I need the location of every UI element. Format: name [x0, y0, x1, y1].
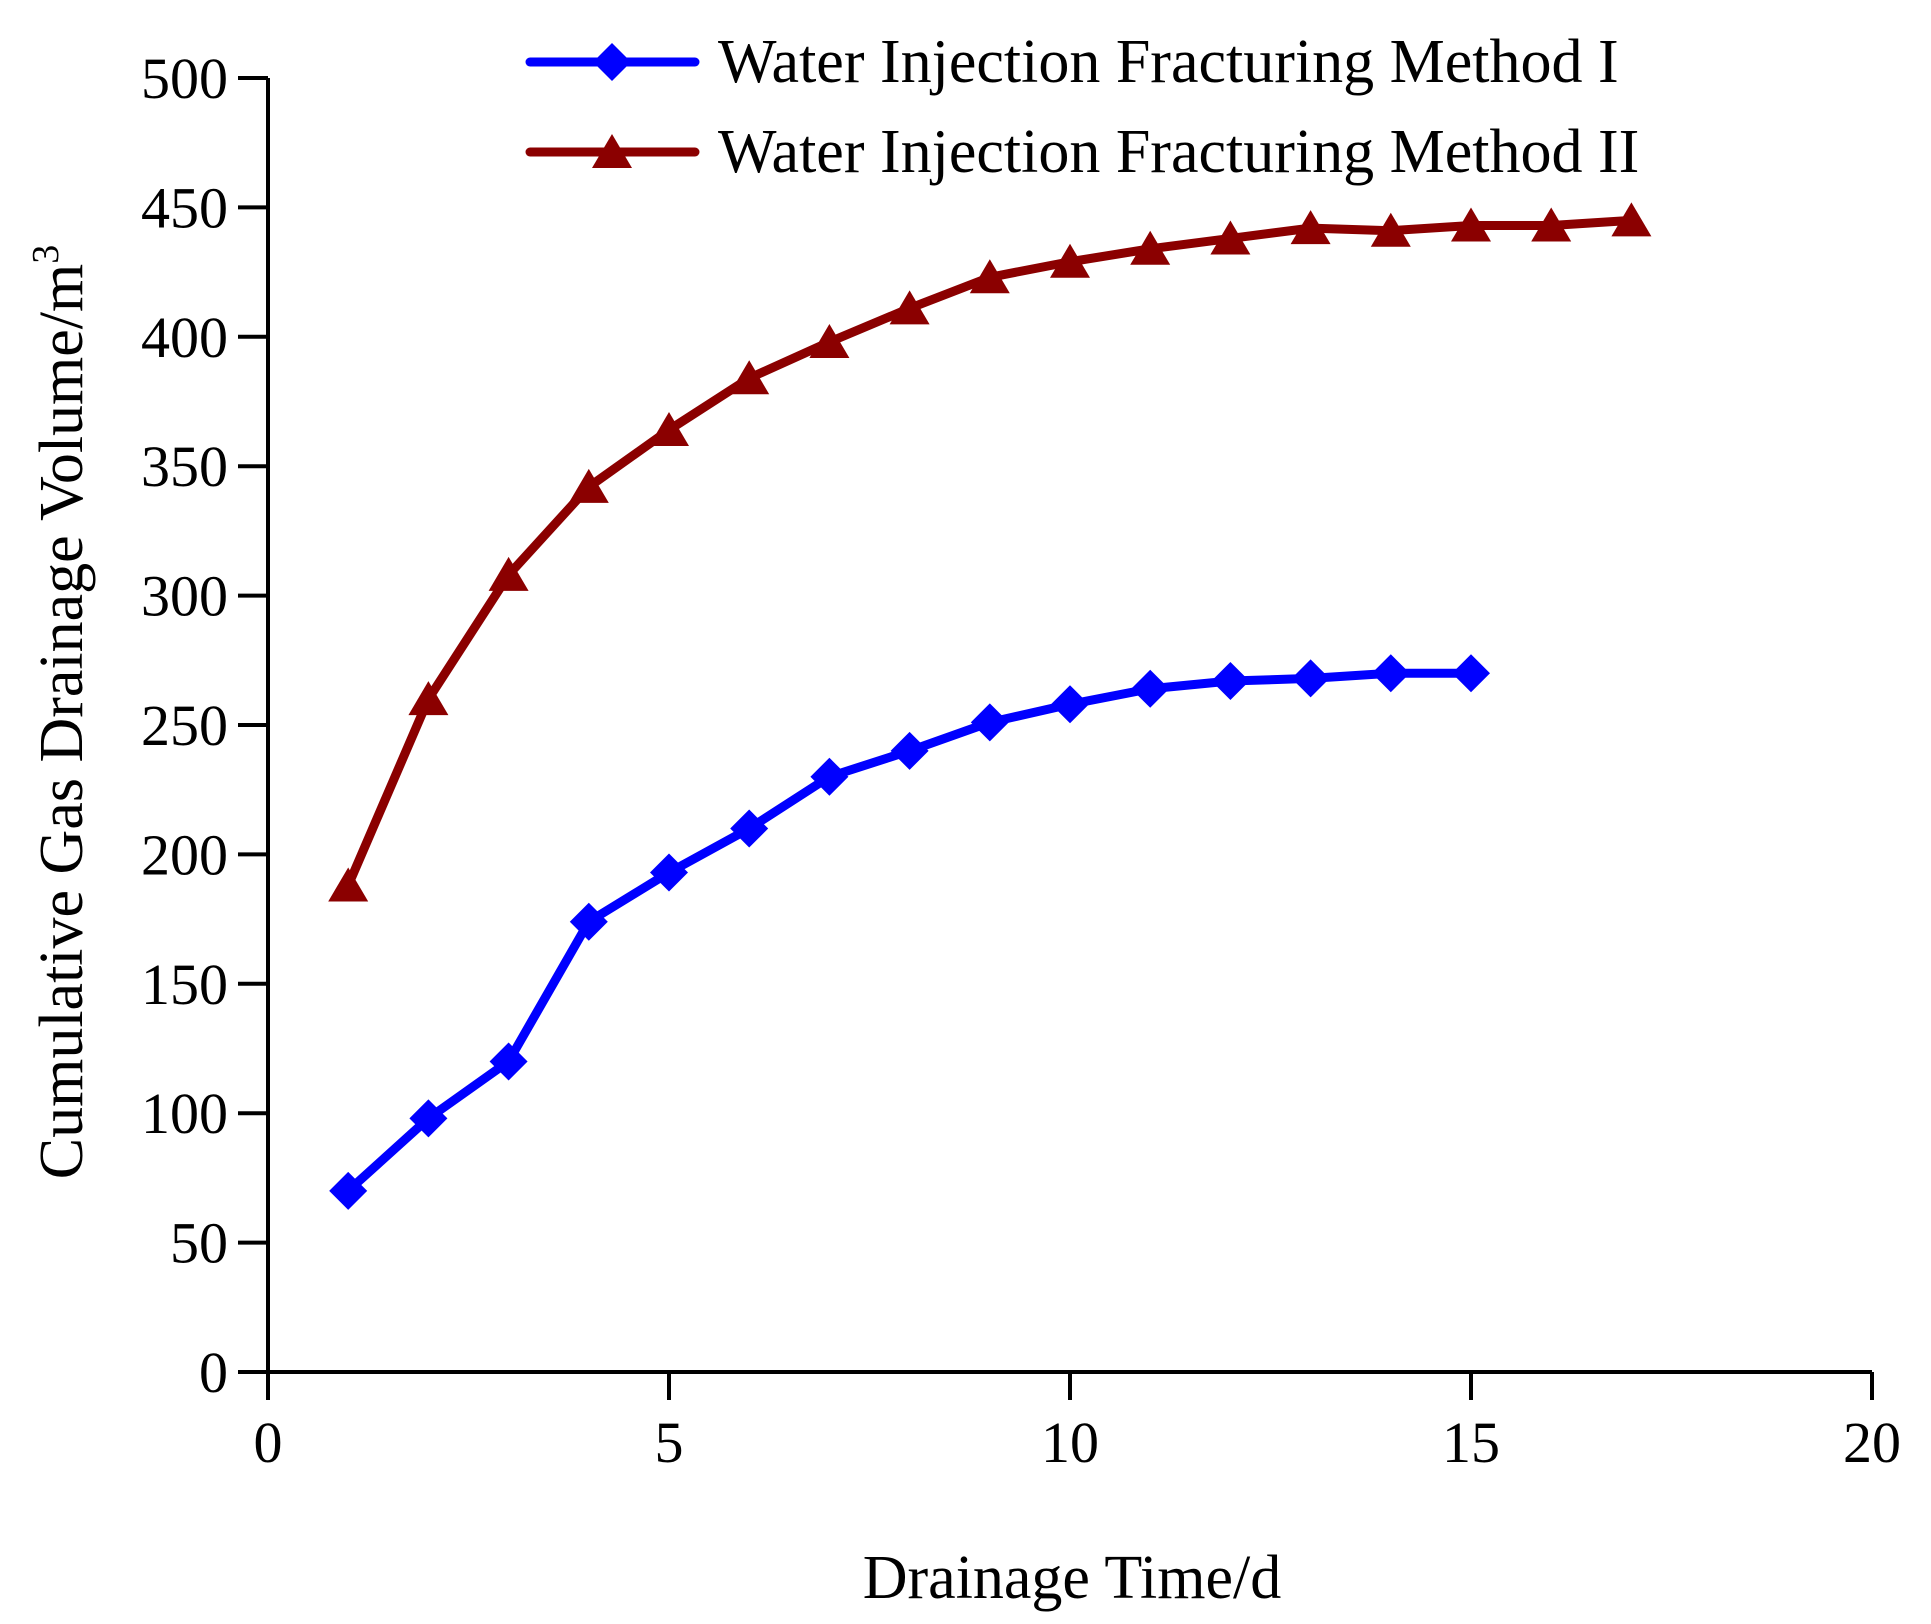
series-1-point — [1371, 654, 1410, 693]
y-tick-label: 400 — [141, 305, 228, 370]
series-2-point — [568, 468, 609, 503]
series-2-point — [408, 681, 449, 716]
series-1-point — [970, 703, 1009, 742]
series-1-point — [730, 809, 769, 848]
legend-item-2: Water Injection Fracturing Method II — [525, 118, 1639, 186]
x-axis-title: Drainage Time/d — [863, 1544, 1281, 1612]
series-2-point — [1370, 212, 1411, 247]
x-tick-label: 0 — [254, 1410, 283, 1475]
y-tick-label: 200 — [141, 822, 228, 887]
series-1-point — [810, 757, 849, 796]
y-tick-label: 50 — [170, 1211, 228, 1276]
y-tick-label: 500 — [141, 46, 228, 111]
series-1-point — [890, 731, 929, 770]
series-2-point — [729, 360, 770, 395]
series-2-point — [488, 556, 529, 591]
series-1-point — [1051, 685, 1089, 724]
y-tick-label: 300 — [141, 564, 228, 629]
legend-swatch-marker — [592, 134, 632, 168]
x-tick-label: 15 — [1442, 1410, 1500, 1475]
series-2 — [328, 202, 1652, 902]
series-2-point — [328, 867, 369, 902]
y-tick-label: 450 — [141, 175, 228, 240]
series-2-point — [969, 259, 1010, 294]
series-1-point — [1211, 662, 1250, 701]
x-tick-label: 20 — [1843, 1410, 1901, 1475]
series-1 — [329, 654, 1490, 1210]
series-1-point — [569, 902, 608, 941]
series-1-point — [409, 1099, 448, 1138]
series-1-point — [329, 1171, 368, 1210]
series-2-point — [1210, 220, 1251, 255]
y-tick-label: 150 — [141, 952, 228, 1017]
axis-ticks: 0 50 100 150 200 250 300 350 400 450 500 0 5 10 15 20 — [141, 46, 1901, 1475]
x-tick-label: 10 — [1041, 1410, 1099, 1475]
x-tick-label: 5 — [655, 1410, 684, 1475]
legend-item-1: Water Injection Fracturing Method I — [525, 28, 1619, 96]
series-1-point — [1131, 669, 1170, 708]
series-2-point — [1611, 202, 1652, 237]
series-2-point — [1290, 210, 1331, 245]
series-2-point — [1451, 207, 1491, 242]
series-2-point — [1050, 243, 1090, 278]
series-2-point — [889, 290, 930, 325]
y-tick-label: 100 — [141, 1081, 228, 1146]
y-tick-label: 350 — [141, 434, 228, 499]
legend-label: Water Injection Fracturing Method I — [718, 28, 1619, 96]
series-1-point — [1452, 654, 1490, 693]
legend-label: Water Injection Fracturing Method II — [718, 118, 1639, 186]
series-2-point — [809, 323, 850, 358]
y-axis-title-superscript: 3 — [25, 245, 67, 264]
series-2-point — [1130, 230, 1171, 265]
legend-swatch-marker — [593, 43, 631, 81]
y-axis-title-main: Cumulative Gas Drainage Volume/m — [28, 264, 96, 1180]
series-2-point — [649, 411, 689, 446]
series-2-point — [1531, 207, 1572, 242]
y-tick-label: 250 — [141, 693, 228, 758]
y-axis-title: Cumulative Gas Drainage Volume/m3 — [25, 245, 96, 1180]
legend: Water Injection Fracturing Method I Water… — [525, 28, 1639, 186]
y-tick-label: 0 — [199, 1340, 228, 1405]
series-1-point — [1291, 659, 1330, 698]
series-1-point — [650, 853, 688, 892]
series-1-point — [489, 1042, 528, 1081]
series-2-line — [343, 215, 1636, 890]
data-series — [328, 202, 1652, 1210]
